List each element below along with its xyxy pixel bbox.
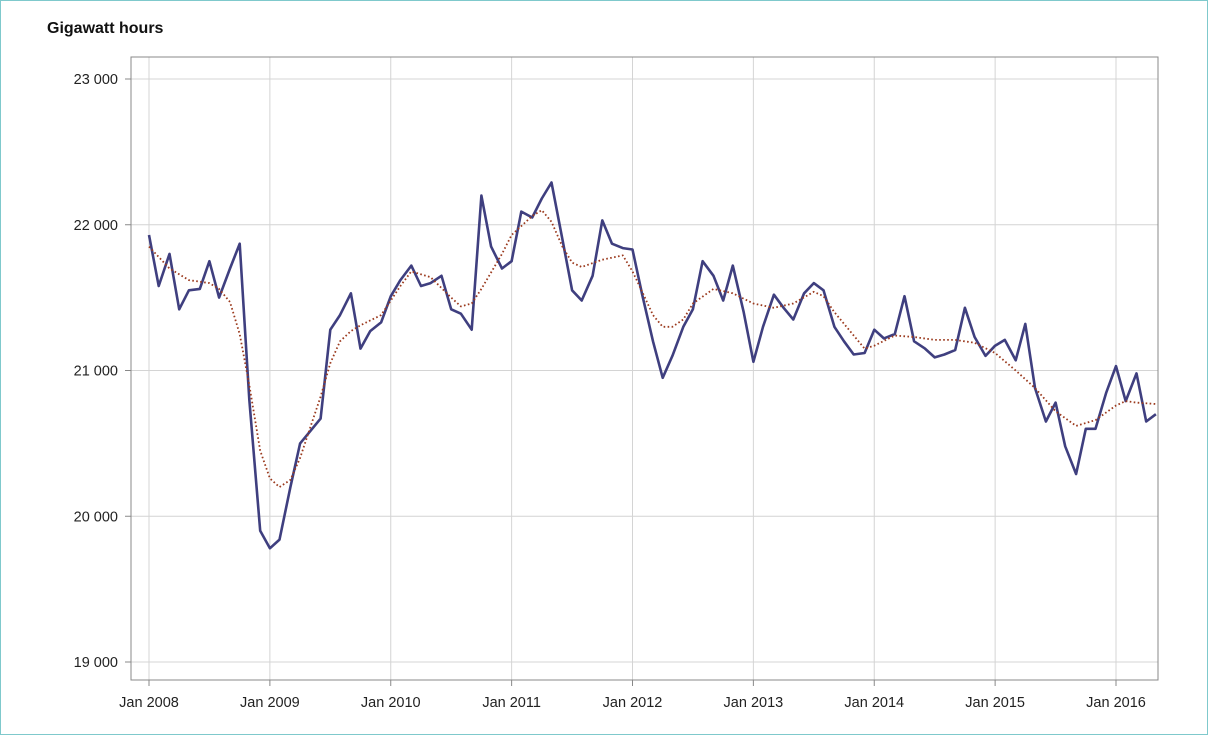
x-tick-label: Jan 2015 [965,695,1025,711]
x-tick-label: Jan 2011 [482,695,541,711]
x-tick-label: Jan 2013 [724,695,784,711]
x-tick-label: Jan 2010 [361,695,421,711]
x-tick-label: Jan 2016 [1086,695,1146,711]
y-tick-label: 19 000 [74,655,118,671]
y-tick-label: 22 000 [74,218,118,234]
y-tick-label: 21 000 [74,364,118,380]
x-tick-label: Jan 2012 [603,695,663,711]
x-tick-label: Jan 2014 [844,695,904,711]
trend-series-line [148,209,1156,488]
x-tick-label: Jan 2008 [119,695,179,711]
plot-border [130,56,1159,681]
y-tick-labels: 23 000 22 000 21 000 20 000 19 000 [74,72,118,671]
grid [125,57,1158,686]
series [147,181,1157,550]
actual-series-line [147,181,1157,550]
y-tick-label: 23 000 [74,72,118,88]
y-axis-label: Gigawatt hours [47,20,164,37]
x-tick-labels: Jan 2008 Jan 2009 Jan 2010 Jan 2011 Jan 2012… [119,695,1146,711]
y-tick-label: 20 000 [74,509,118,525]
x-tick-label: Jan 2009 [240,695,300,711]
